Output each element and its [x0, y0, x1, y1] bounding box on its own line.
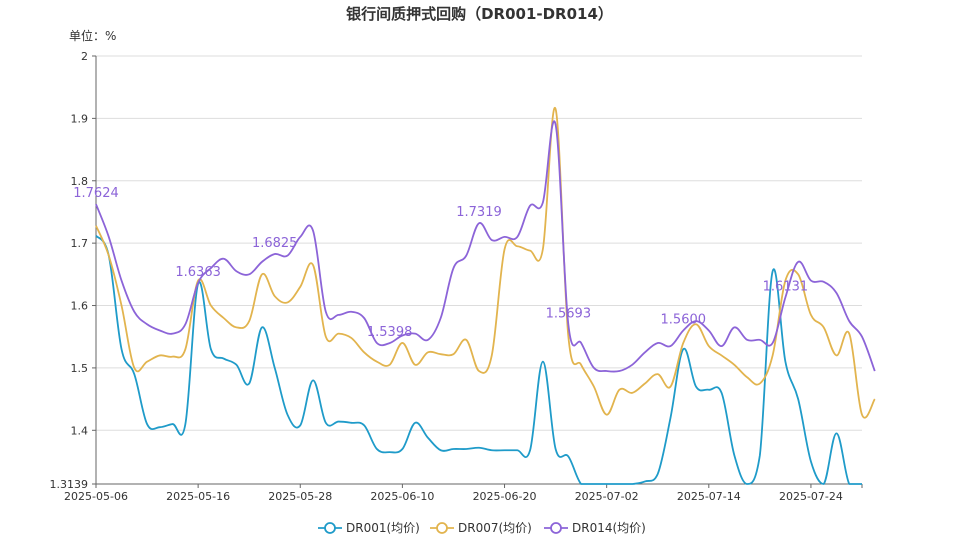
data-label: 1.5600: [661, 312, 707, 327]
series-layer: [95, 106, 876, 485]
y-unit-label: 单位：%: [69, 28, 116, 43]
chart-title: 银行间质押式回购（DR001-DR014）: [346, 5, 613, 23]
x-tick-label: 2025-05-16: [166, 490, 230, 503]
data-label: 1.6131: [763, 279, 809, 294]
legend-swatch-marker: [324, 522, 336, 534]
y-tick-label: 1.4: [71, 424, 89, 437]
grid-layer: [96, 55, 862, 431]
x-tick-label: 2025-06-20: [473, 490, 537, 503]
x-tick-label: 2025-07-14: [677, 490, 741, 503]
x-tick-label: 2025-05-28: [268, 490, 332, 503]
data-label: 1.7319: [456, 205, 502, 220]
legend-label: DR007(均价): [458, 521, 532, 535]
legend-item-dr001: DR001(均价): [318, 521, 420, 535]
legend: DR001(均价) DR007(均价) DR014(均价): [318, 521, 646, 535]
series-line-dr001: [95, 235, 862, 485]
x-tick-label: 2025-07-24: [779, 490, 843, 503]
axis-layer: 1.3139 1.4 1.5 1.6 1.7 1.8 1.9 2 2025-05-06 2025-…: [50, 50, 863, 503]
data-label: 1.6825: [252, 236, 298, 251]
y-tick-label: 1.8: [71, 175, 89, 188]
y-tick-label: 2: [81, 50, 88, 63]
data-label: 1.5398: [367, 325, 413, 340]
legend-item-dr014: DR014(均价): [544, 521, 646, 535]
legend-label: DR014(均价): [572, 521, 646, 535]
legend-swatch-marker: [436, 522, 448, 534]
series-line-dr014: [95, 120, 876, 373]
x-tick-label: 2025-05-06: [64, 490, 128, 503]
x-tick-label: 2025-06-10: [370, 490, 434, 503]
data-label: 1.7624: [73, 186, 119, 201]
data-label-layer: 1.7624 1.6363 1.6825 1.5398 1.7319 1.5693 1.56…: [73, 186, 808, 340]
series-line-dr007: [95, 106, 876, 419]
y-tick-label: 1.3139: [50, 478, 89, 491]
data-label: 1.5693: [546, 307, 592, 322]
y-tick-label: 1.5: [71, 362, 89, 375]
y-tick-label: 1.6: [71, 300, 89, 313]
legend-swatch-marker: [550, 522, 562, 534]
legend-item-dr007: DR007(均价): [430, 521, 532, 535]
data-label: 1.6363: [175, 265, 221, 280]
y-tick-label: 1.7: [71, 237, 89, 250]
x-tick-label: 2025-07-02: [575, 490, 639, 503]
y-tick-label: 1.9: [71, 112, 89, 125]
legend-label: DR001(均价): [346, 521, 420, 535]
